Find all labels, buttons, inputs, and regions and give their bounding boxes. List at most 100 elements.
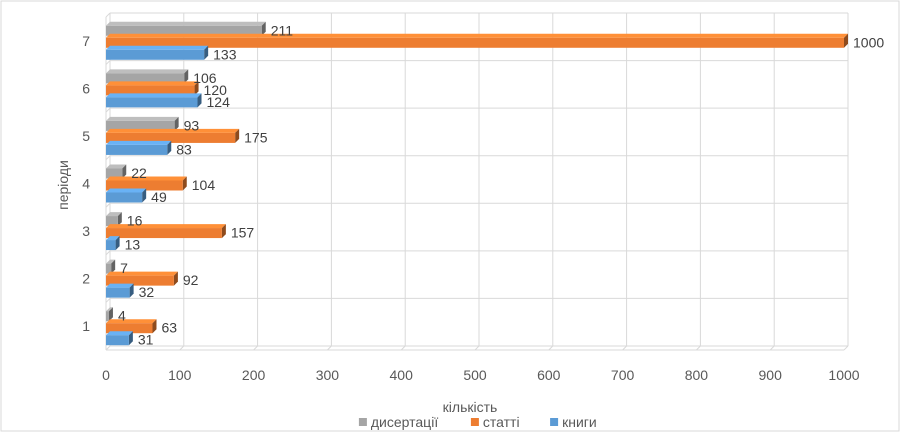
- y-tick-label: 7: [82, 33, 90, 49]
- y-axis-title: періоди: [55, 160, 71, 210]
- y-tick-label: 3: [82, 223, 90, 239]
- bar-top-face: [106, 164, 127, 169]
- data-label: 32: [139, 284, 155, 300]
- bar: [106, 176, 187, 191]
- gridline-horizontal-side: [105, 155, 111, 161]
- bar-top-face: [106, 307, 113, 312]
- legend-swatch: [470, 418, 479, 426]
- legend-label: статті: [483, 414, 520, 430]
- bar-front-face: [106, 311, 109, 322]
- bar: [106, 271, 178, 286]
- legend-entry: книги: [550, 414, 597, 430]
- bar: [106, 116, 179, 131]
- data-label: 157: [231, 225, 255, 241]
- data-label: 104: [192, 177, 216, 193]
- gridline-floor: [327, 345, 332, 351]
- axes: 0 100 200 300 400 500 600 700 800 900 1000 1 2 3 4 5 6 7: [82, 33, 860, 383]
- y-tick-label: 5: [82, 128, 90, 144]
- bar-end-face: [235, 128, 240, 143]
- gridline-floor: [696, 345, 701, 351]
- bar: [106, 236, 120, 251]
- data-label: 49: [151, 189, 167, 205]
- bar-end-face: [194, 81, 199, 96]
- bar: [106, 140, 172, 155]
- x-tick-label: 1000: [828, 367, 859, 383]
- bar: [106, 319, 157, 334]
- gridline-horizontal-side: [105, 202, 111, 208]
- y-tick-label: 2: [82, 271, 90, 287]
- bar-front-face: [106, 263, 112, 274]
- gridline-floor: [548, 345, 554, 351]
- gridline-floor: [622, 345, 627, 351]
- bar-end-face: [174, 116, 179, 131]
- legend-label: книги: [562, 414, 597, 430]
- bar: [106, 283, 134, 298]
- data-label: 4: [118, 308, 126, 324]
- bar-top-face: [106, 33, 848, 38]
- gridline-horizontal-side: [105, 107, 111, 113]
- bar-front-face: [106, 37, 844, 48]
- data-label: 124: [207, 94, 231, 110]
- bar-end-face: [128, 331, 133, 346]
- bar-top-face: [106, 236, 120, 241]
- legend-swatch: [358, 418, 367, 426]
- gridline-floor: [400, 345, 406, 351]
- bar-front-face: [106, 25, 262, 36]
- data-label: 31: [138, 332, 154, 348]
- bars: [106, 21, 848, 346]
- x-tick-label: 500: [463, 367, 487, 383]
- bar-top-face: [106, 81, 199, 86]
- x-axis-title: кількість: [443, 399, 498, 415]
- x-tick-label: 800: [685, 367, 709, 383]
- bar-front-face: [106, 73, 185, 84]
- bar-front-face: [106, 85, 195, 96]
- bar-top-face: [106, 93, 202, 98]
- bar-top-face: [106, 331, 133, 336]
- bar: [106, 307, 113, 322]
- data-label: 93: [184, 117, 200, 133]
- gridline-horizontal-side: [105, 12, 111, 18]
- gridline-floor: [179, 345, 185, 351]
- bar: [106, 128, 240, 143]
- bar-top-face: [106, 45, 209, 50]
- bar-front-face: [106, 192, 143, 203]
- data-label: 133: [213, 46, 237, 62]
- bar-end-face: [844, 33, 848, 48]
- data-label: 22: [131, 165, 147, 181]
- x-tick-label: 600: [537, 367, 561, 383]
- bar-front-face: [106, 323, 153, 334]
- bar-front-face: [106, 275, 174, 286]
- bar-end-face: [184, 69, 189, 84]
- bar-top-face: [106, 128, 240, 133]
- bar-end-face: [261, 21, 266, 36]
- bar: [106, 81, 199, 96]
- data-labels: 4 63 31 7 92 32 16 157 13 22 104 49 93 175 83 106120124…: [118, 22, 884, 347]
- bar-top-face: [106, 259, 116, 264]
- bar-front-face: [106, 132, 236, 143]
- data-label: 13: [125, 237, 141, 253]
- x-tick-label: 0: [102, 367, 110, 383]
- bar-top-face: [106, 188, 147, 193]
- bar-end-face: [111, 259, 116, 274]
- bar-top-face: [106, 176, 187, 181]
- gridline-horizontal-side: [105, 250, 111, 256]
- bar-top-face: [106, 283, 134, 288]
- gridline-horizontal-side: [105, 298, 111, 303]
- legend-label: дисертації: [371, 414, 438, 430]
- data-label: 120: [204, 82, 228, 98]
- data-label: 211: [271, 22, 294, 38]
- legend-entry: дисертації: [358, 414, 438, 430]
- x-tick-label: 700: [611, 367, 635, 383]
- bar-top-face: [106, 271, 178, 276]
- bar-end-face: [173, 271, 178, 286]
- bar-end-face: [167, 140, 172, 155]
- gridline-floor: [474, 345, 480, 351]
- bar-front-face: [106, 120, 175, 131]
- bar-front-face: [106, 228, 222, 239]
- x-tick-label: 400: [390, 367, 414, 383]
- gridline-horizontal-side: [105, 60, 111, 65]
- data-label: 92: [183, 272, 199, 288]
- bar-top-face: [106, 212, 122, 217]
- bar-top-face: [106, 140, 172, 145]
